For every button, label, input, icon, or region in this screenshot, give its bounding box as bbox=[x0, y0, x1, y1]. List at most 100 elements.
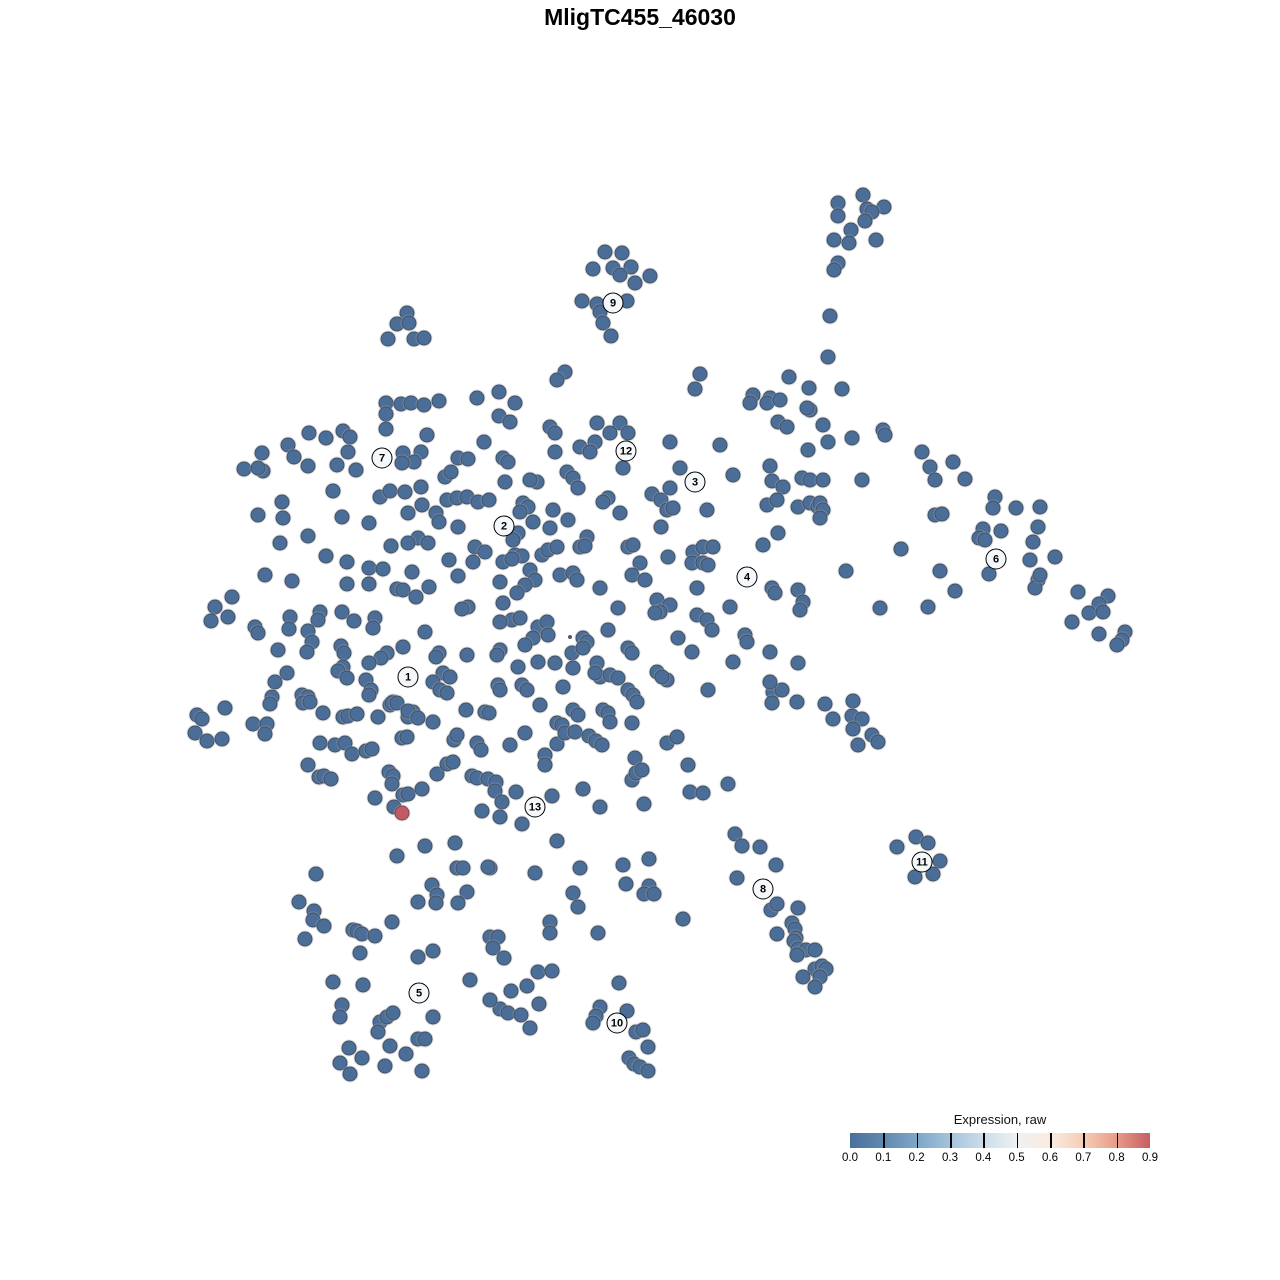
data-point bbox=[308, 866, 324, 882]
data-point bbox=[378, 421, 394, 437]
data-point bbox=[473, 742, 489, 758]
data-point bbox=[569, 572, 585, 588]
data-point bbox=[530, 654, 546, 670]
data-point bbox=[592, 580, 608, 596]
data-point bbox=[947, 583, 963, 599]
data-point bbox=[398, 1046, 414, 1062]
legend-colorbar bbox=[850, 1133, 1150, 1148]
data-point bbox=[545, 502, 561, 518]
data-point bbox=[425, 943, 441, 959]
data-point bbox=[348, 462, 364, 478]
data-point bbox=[355, 977, 371, 993]
data-point bbox=[389, 848, 405, 864]
data-point bbox=[512, 610, 528, 626]
data-point bbox=[623, 259, 639, 275]
data-point bbox=[519, 978, 535, 994]
data-point bbox=[361, 560, 377, 576]
data-point bbox=[822, 308, 838, 324]
data-point bbox=[799, 400, 815, 416]
data-point bbox=[637, 572, 653, 588]
data-point bbox=[549, 736, 565, 752]
data-point bbox=[762, 674, 778, 690]
data-point bbox=[431, 514, 447, 530]
data-point bbox=[675, 911, 691, 927]
data-point bbox=[275, 510, 291, 526]
data-point bbox=[547, 655, 563, 671]
data-point bbox=[925, 866, 941, 882]
data-point bbox=[770, 525, 786, 541]
data-point bbox=[635, 1022, 651, 1038]
cluster-label-4: 4 bbox=[736, 566, 758, 588]
data-point bbox=[428, 649, 444, 665]
data-point bbox=[627, 275, 643, 291]
data-point bbox=[531, 996, 547, 1012]
data-point bbox=[284, 573, 300, 589]
data-point bbox=[384, 914, 400, 930]
data-point bbox=[762, 458, 778, 474]
data-point bbox=[755, 537, 771, 553]
legend-tick-label: 0.1 bbox=[875, 1152, 892, 1164]
data-point bbox=[316, 918, 332, 934]
data-point bbox=[421, 579, 437, 595]
data-point bbox=[582, 444, 598, 460]
data-point bbox=[610, 670, 626, 686]
legend-tick-mark bbox=[1083, 1133, 1085, 1148]
cluster-label-11: 11 bbox=[911, 851, 933, 873]
legend-tick-label: 0.0 bbox=[842, 1152, 858, 1164]
data-point bbox=[812, 510, 828, 526]
data-point bbox=[301, 425, 317, 441]
data-point bbox=[642, 268, 658, 284]
data-point bbox=[729, 870, 745, 886]
data-point bbox=[492, 574, 508, 590]
data-point bbox=[510, 659, 526, 675]
data-point bbox=[1032, 499, 1048, 515]
data-point bbox=[670, 630, 686, 646]
data-point bbox=[838, 563, 854, 579]
data-point bbox=[417, 838, 433, 854]
data-point bbox=[439, 685, 455, 701]
data-point bbox=[370, 1024, 386, 1040]
page-title: MligTC455_46030 bbox=[544, 4, 736, 30]
data-point bbox=[595, 494, 611, 510]
data-point bbox=[590, 925, 606, 941]
data-point bbox=[382, 483, 398, 499]
legend-tick-label: 0.2 bbox=[908, 1152, 925, 1164]
data-point bbox=[395, 582, 411, 598]
data-point bbox=[800, 442, 816, 458]
data-point bbox=[640, 1039, 656, 1055]
data-point bbox=[993, 523, 1009, 539]
data-point bbox=[425, 1009, 441, 1025]
data-point bbox=[481, 492, 497, 508]
data-point bbox=[449, 727, 465, 743]
data-point bbox=[1047, 549, 1063, 565]
data-point bbox=[385, 1005, 401, 1021]
data-point bbox=[323, 771, 339, 787]
legend-tick-mark bbox=[1116, 1133, 1119, 1148]
data-point bbox=[985, 500, 1001, 516]
data-point bbox=[815, 472, 831, 488]
data-point bbox=[549, 372, 565, 388]
legend-tick-mark bbox=[1050, 1133, 1052, 1148]
data-point bbox=[841, 235, 857, 251]
data-point bbox=[300, 458, 316, 474]
data-point bbox=[1030, 519, 1046, 535]
data-point bbox=[401, 315, 417, 331]
data-point bbox=[547, 425, 563, 441]
data-point bbox=[544, 788, 560, 804]
data-point bbox=[527, 865, 543, 881]
cluster-label-7: 7 bbox=[371, 447, 393, 469]
data-point bbox=[734, 838, 750, 854]
data-point bbox=[612, 267, 628, 283]
data-point bbox=[1081, 605, 1097, 621]
data-point bbox=[318, 548, 334, 564]
data-point bbox=[826, 232, 842, 248]
data-point bbox=[492, 614, 508, 630]
data-point bbox=[519, 682, 535, 698]
data-point bbox=[394, 455, 410, 471]
legend-tick-label: 0.7 bbox=[1075, 1152, 1092, 1164]
legend-tick-label: 0.9 bbox=[1142, 1152, 1158, 1164]
data-point bbox=[932, 563, 948, 579]
data-point bbox=[603, 328, 619, 344]
data-point bbox=[600, 622, 616, 638]
data-point bbox=[339, 576, 355, 592]
